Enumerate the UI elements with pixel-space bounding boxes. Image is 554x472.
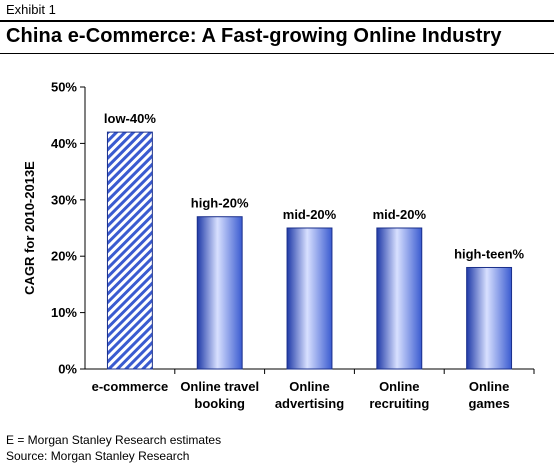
- footnote: E = Morgan Stanley Research estimates: [6, 433, 222, 447]
- y-tick-label: 0%: [58, 362, 77, 377]
- y-tick-label: 20%: [51, 249, 77, 264]
- data-label: high-20%: [191, 196, 249, 211]
- x-tick-label: Online: [289, 379, 329, 394]
- bar: [376, 227, 423, 370]
- bar: [196, 216, 243, 370]
- y-tick-label: 30%: [51, 192, 77, 207]
- y-tick-label: 50%: [51, 80, 77, 95]
- x-tick-label: advertising: [275, 396, 344, 411]
- y-tick-label: 10%: [51, 305, 77, 320]
- source-note: Source: Morgan Stanley Research: [6, 449, 190, 463]
- title-rule: [0, 53, 554, 54]
- x-tick-label: booking: [194, 396, 245, 411]
- y-axis-title: CAGR for 2010-2013E: [22, 161, 37, 295]
- y-tick-label: 40%: [51, 136, 77, 151]
- header-rule: [0, 20, 554, 22]
- data-label: mid-20%: [373, 207, 427, 222]
- exhibit-label: Exhibit 1: [6, 2, 56, 17]
- data-label: high-teen%: [454, 246, 524, 261]
- bar: [106, 131, 153, 370]
- bar: [286, 227, 333, 370]
- x-tick-label: recruiting: [369, 396, 429, 411]
- x-tick-label: games: [468, 396, 509, 411]
- bar-chart: 0% 10% 20% 30% 40% 50% CAGR for 2010-2013E low-…: [22, 80, 535, 411]
- page-title: China e-Commerce: A Fast-growing Online …: [6, 25, 502, 47]
- bar: [466, 266, 513, 370]
- x-tick-label: Online: [469, 379, 509, 394]
- data-label: mid-20%: [283, 207, 337, 222]
- x-tick-label: Online travel: [180, 379, 259, 394]
- x-tick-label: Online: [379, 379, 419, 394]
- x-tick-label: e-commerce: [92, 379, 169, 394]
- data-label: low-40%: [104, 111, 156, 126]
